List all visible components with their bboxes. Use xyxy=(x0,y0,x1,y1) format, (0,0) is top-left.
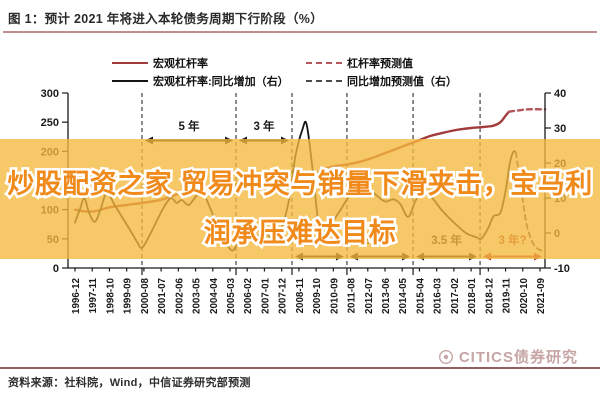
svg-text:40: 40 xyxy=(554,88,566,100)
legend-item-leverage: 宏观杠杆率 xyxy=(112,55,208,71)
svg-text:2013-06: 2013-06 xyxy=(381,277,392,314)
legend-label: 杠杆率预测值 xyxy=(347,58,413,70)
citics-logo-icon xyxy=(438,349,453,364)
svg-text:2012-07: 2012-07 xyxy=(364,277,375,314)
svg-text:2016-03: 2016-03 xyxy=(433,277,444,314)
svg-text:2005-03: 2005-03 xyxy=(226,277,237,314)
legend-swatch-solid-red xyxy=(112,62,148,64)
overlay-watermark-text: 炒股配资之家 贸易冲突与销量下滑夹击，宝马利 润承压难达目标 xyxy=(0,160,600,258)
svg-text:2015-04: 2015-04 xyxy=(415,277,426,314)
svg-text:1996-12: 1996-12 xyxy=(71,277,82,314)
svg-text:2008-11: 2008-11 xyxy=(295,277,306,313)
bottom-rule xyxy=(0,367,600,369)
svg-text:2010-09: 2010-09 xyxy=(329,277,340,314)
overlay-band xyxy=(0,139,600,259)
svg-text:5 年: 5 年 xyxy=(178,119,200,133)
svg-text:2009-10: 2009-10 xyxy=(312,277,323,314)
svg-text:1999-09: 1999-09 xyxy=(123,277,134,314)
svg-text:2004-04: 2004-04 xyxy=(209,277,220,314)
legend-swatch-solid-black xyxy=(112,80,148,82)
figure-title: 图 1：预计 2021 年将进入本轮债务周期下行阶段（%） xyxy=(8,12,323,26)
svg-text:2021-09: 2021-09 xyxy=(536,277,547,314)
legend-item-yoy: 宏观杠杆率:同比增加（右） xyxy=(112,73,289,89)
svg-text:-10: -10 xyxy=(554,263,570,275)
svg-text:2002-06: 2002-06 xyxy=(174,277,185,314)
svg-text:2018-01: 2018-01 xyxy=(467,277,478,314)
svg-text:0: 0 xyxy=(53,263,59,275)
svg-text:3 年: 3 年 xyxy=(253,119,275,133)
legend-label: 同比增加预测值（右） xyxy=(347,76,457,88)
svg-text:2003-05: 2003-05 xyxy=(192,277,203,314)
overlay-text-line1: 炒股配资之家 贸易冲突与销量下滑夹击，宝马利 xyxy=(5,167,595,202)
svg-text:2001-07: 2001-07 xyxy=(157,277,168,314)
svg-text:30: 30 xyxy=(554,123,566,135)
legend-label: 宏观杠杆率:同比增加（右） xyxy=(153,76,289,88)
svg-text:2006-02: 2006-02 xyxy=(243,277,254,314)
svg-text:2020-10: 2020-10 xyxy=(519,277,530,314)
svg-text:300: 300 xyxy=(41,88,59,100)
title-rule xyxy=(3,31,597,33)
legend-item-leverage-forecast: 杠杆率预测值 xyxy=(306,55,413,71)
svg-text:2019-11: 2019-11 xyxy=(502,277,513,313)
svg-text:1998-10: 1998-10 xyxy=(105,277,116,314)
citics-watermark: CITICS债券研究 xyxy=(438,346,578,367)
svg-text:2007-12: 2007-12 xyxy=(278,277,289,314)
citics-watermark-label: CITICS债券研究 xyxy=(458,349,578,366)
legend-swatch-dashed-red xyxy=(306,62,342,64)
svg-text:2018-12: 2018-12 xyxy=(484,277,495,314)
legend-item-yoy-forecast: 同比增加预测值（右） xyxy=(306,73,457,89)
svg-text:250: 250 xyxy=(41,117,59,129)
overlay-text-line2: 润承压难达目标 xyxy=(201,216,398,251)
svg-text:1997-11: 1997-11 xyxy=(88,277,99,313)
legend-label: 宏观杠杆率 xyxy=(153,58,208,70)
svg-text:2011-08: 2011-08 xyxy=(347,277,358,313)
svg-text:2007-01: 2007-01 xyxy=(260,277,271,314)
legend-swatch-dashed-black xyxy=(306,80,342,82)
source-note: 资料来源：社科院，Wind，中信证券研究部预测 xyxy=(8,377,251,389)
x-axis-labels: 1996-12 1997-11 1998-10 1999-09 2000-08 2001-… xyxy=(71,277,547,314)
svg-text:2014-05: 2014-05 xyxy=(398,277,409,314)
svg-text:2000-08: 2000-08 xyxy=(140,277,151,314)
svg-text:2017-02: 2017-02 xyxy=(450,277,461,314)
series-line-1 xyxy=(507,108,547,113)
